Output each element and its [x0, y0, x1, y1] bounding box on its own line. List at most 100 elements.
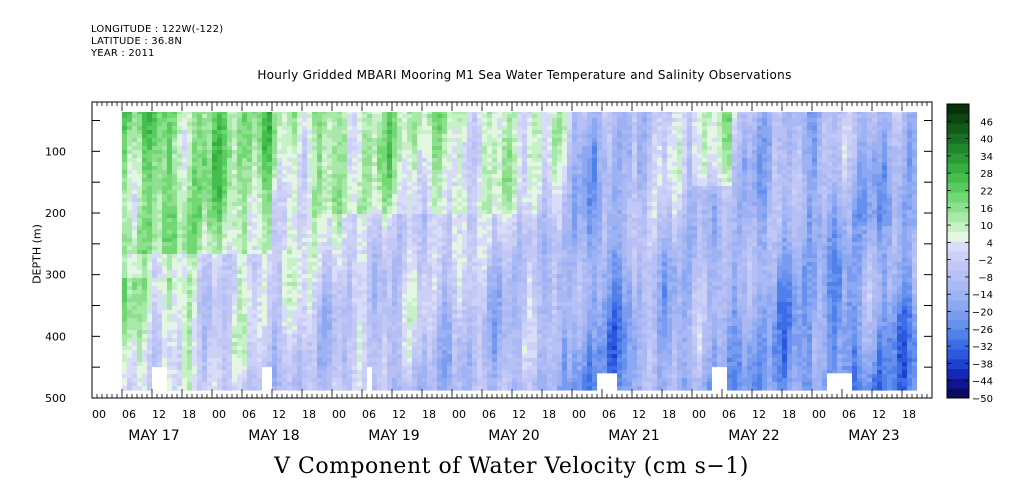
x-hour-tick-label: 18 — [662, 408, 676, 421]
x-axis: 00 06 12 18 00 06 12 18 00 06 12 18 00 06 12 18 00 06 12 18… — [91, 102, 933, 444]
colorbar-segment — [947, 349, 969, 360]
x-day-label: MAY 23 — [848, 428, 899, 444]
colorbar-segment — [947, 221, 969, 232]
colorbar-label: −26 — [972, 325, 993, 336]
y-tick-label: 500 — [45, 392, 66, 405]
colorbar-segment — [947, 162, 969, 174]
colorbar-label: −14 — [972, 290, 993, 301]
colorbar-segment — [947, 202, 969, 213]
colorbar: 46 40 34 28 22 16 10 4 −2 −8 −14 −20 −26 −32 −38 −44 −50 — [946, 103, 993, 405]
colorbar-label: 22 — [980, 186, 993, 197]
colorbar-segment — [947, 133, 969, 144]
colorbar-segment — [947, 378, 969, 389]
colorbar-segment — [947, 211, 969, 223]
colorbar-label: −8 — [978, 273, 993, 284]
colorbar-label: 28 — [980, 169, 993, 180]
colorbar-segment — [947, 172, 969, 183]
colorbar-label: −38 — [972, 359, 993, 370]
data-gap — [712, 367, 727, 393]
x-hour-tick-label: 12 — [272, 408, 286, 421]
x-hour-tick-label: 12 — [752, 408, 766, 421]
colorbar-segment — [947, 270, 969, 281]
x-hour-tick-label: 00 — [212, 408, 226, 421]
x-hour-tick-label: 12 — [872, 408, 886, 421]
colorbar-label: 34 — [980, 152, 993, 163]
y-axis: 100 200 300 400 500 — [45, 120, 932, 405]
colorbar-segment — [947, 300, 969, 311]
data-gap — [827, 373, 852, 393]
x-hour-tick-label: 18 — [782, 408, 796, 421]
colorbar-segment — [947, 329, 969, 340]
colorbar-segment — [947, 309, 969, 321]
data-gap — [367, 367, 372, 393]
x-hour-tick-label: 12 — [152, 408, 166, 421]
x-hour-tick-label: 18 — [422, 408, 436, 421]
x-day-label: MAY 22 — [728, 428, 779, 444]
colorbar-segment — [947, 368, 969, 379]
x-hour-tick-label: 00 — [92, 408, 106, 421]
chart-title: Hourly Gridded MBARI Mooring M1 Sea Wate… — [257, 68, 792, 82]
x-hour-tick-label: 06 — [482, 408, 496, 421]
colorbar-segment — [947, 388, 969, 399]
colorbar-segment — [947, 241, 969, 252]
x-hour-tick-label: 06 — [362, 408, 376, 421]
no-data-strip — [92, 102, 122, 398]
colorbar-segment — [947, 260, 969, 272]
x-hour-tick-label: 06 — [602, 408, 616, 421]
colorbar-segment — [947, 290, 969, 301]
latitude-label: LATITUDE : 36.8N — [91, 36, 183, 47]
colorbar-segment — [947, 153, 969, 164]
colorbar-segment — [947, 192, 969, 203]
longitude-label: LONGITUDE : 122W(-122) — [91, 24, 224, 35]
colorbar-segment — [947, 182, 969, 193]
colorbar-label: 4 — [987, 238, 993, 249]
colorbar-segment — [947, 113, 969, 125]
x-hour-tick-label: 18 — [302, 408, 316, 421]
colorbar-label: −44 — [972, 377, 993, 388]
colorbar-label: −32 — [972, 342, 993, 353]
x-day-label: MAY 20 — [488, 428, 539, 444]
colorbar-label: 46 — [980, 117, 993, 128]
x-hour-tick-label: 00 — [452, 408, 466, 421]
x-hour-tick-label: 06 — [722, 408, 736, 421]
heatmap-field — [122, 102, 918, 395]
x-hour-tick-label: 00 — [692, 408, 706, 421]
colorbar-segment — [947, 319, 969, 330]
x-day-label: MAY 17 — [128, 428, 179, 444]
colorbar-segment — [947, 104, 969, 115]
colorbar-segment — [947, 280, 969, 291]
x-hour-tick-label: 12 — [632, 408, 646, 421]
y-tick-label: 400 — [45, 330, 66, 343]
x-hour-tick-label: 18 — [902, 408, 916, 421]
x-axis-label: V Component of Water Velocity (cm s−1) — [274, 454, 749, 479]
no-data-strip — [917, 102, 932, 398]
colorbar-label: −20 — [972, 308, 993, 319]
x-hour-tick-label: 00 — [332, 408, 346, 421]
x-hour-tick-label: 06 — [842, 408, 856, 421]
x-hour-tick-label: 18 — [182, 408, 196, 421]
colorbar-segment — [947, 143, 969, 154]
colorbar-segment — [947, 358, 969, 370]
colorbar-label: 10 — [980, 221, 993, 232]
y-tick-label: 100 — [45, 145, 66, 158]
colorbar-label: 40 — [980, 135, 993, 146]
year-label: YEAR : 2011 — [91, 48, 155, 59]
colorbar-label: −50 — [972, 394, 993, 405]
x-day-label: MAY 21 — [608, 428, 659, 444]
data-gap — [262, 367, 272, 393]
x-hour-tick-label: 00 — [812, 408, 826, 421]
data-gap — [152, 367, 167, 393]
colorbar-segment — [947, 123, 969, 134]
x-hour-tick-label: 12 — [392, 408, 406, 421]
data-gap — [597, 373, 617, 393]
colorbar-segment — [947, 231, 969, 242]
colorbar-label: 16 — [980, 204, 993, 215]
y-tick-label: 200 — [45, 207, 66, 220]
colorbar-label: −2 — [978, 256, 993, 267]
x-hour-tick-label: 06 — [242, 408, 256, 421]
y-tick-label: 300 — [45, 269, 66, 282]
x-hour-tick-label: 00 — [572, 408, 586, 421]
x-hour-tick-label: 06 — [122, 408, 136, 421]
x-hour-tick-label: 12 — [512, 408, 526, 421]
